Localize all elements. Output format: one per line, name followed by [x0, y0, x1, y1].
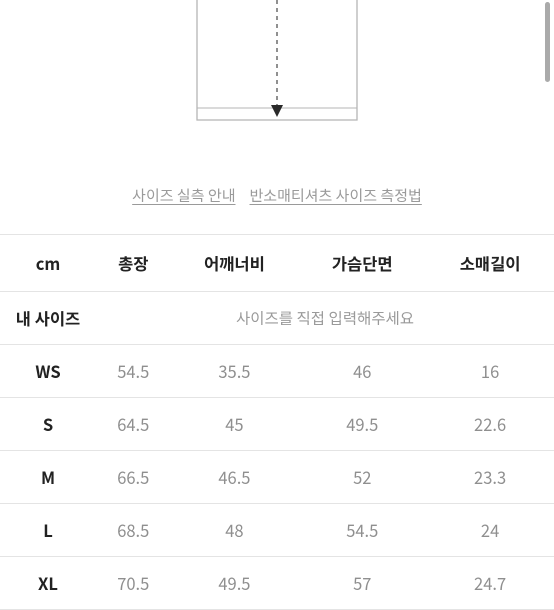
size-value: 35.5 — [171, 345, 299, 398]
size-value: 45 — [171, 398, 299, 451]
help-links: 사이즈 실측 안내 반소매티셔츠 사이즈 측정법 — [0, 165, 554, 234]
size-label: XL — [0, 557, 96, 610]
size-value: 24.7 — [426, 557, 554, 610]
table-row: WS 54.5 35.5 46 16 — [0, 345, 554, 398]
size-value: 68.5 — [96, 504, 171, 557]
size-value: 52 — [298, 451, 426, 504]
size-label: M — [0, 451, 96, 504]
col-sleeve: 소매길이 — [426, 235, 554, 292]
size-value: 49.5 — [298, 398, 426, 451]
my-size-row[interactable]: 내 사이즈 사이즈를 직접 입력해주세요 — [0, 292, 554, 345]
col-unit: cm — [0, 235, 96, 292]
table-header-row: cm 총장 어깨너비 가슴단면 소매길이 — [0, 235, 554, 292]
size-value: 46.5 — [171, 451, 299, 504]
size-value: 54.5 — [298, 504, 426, 557]
scrollbar[interactable] — [545, 2, 550, 82]
size-value: 64.5 — [96, 398, 171, 451]
table-row: XL 70.5 49.5 57 24.7 — [0, 557, 554, 610]
size-value: 46 — [298, 345, 426, 398]
size-value: 54.5 — [96, 345, 171, 398]
col-chest: 가슴단면 — [298, 235, 426, 292]
tshirt-diagram-svg — [167, 0, 387, 160]
size-value: 66.5 — [96, 451, 171, 504]
size-label: WS — [0, 345, 96, 398]
product-diagram — [0, 0, 554, 165]
table-row: L 68.5 48 54.5 24 — [0, 504, 554, 557]
size-label: L — [0, 504, 96, 557]
size-value: 22.6 — [426, 398, 554, 451]
link-how-to-measure[interactable]: 반소매티셔츠 사이즈 측정법 — [250, 185, 422, 206]
col-length: 총장 — [96, 235, 171, 292]
link-size-guide[interactable]: 사이즈 실측 안내 — [132, 185, 235, 206]
size-label: S — [0, 398, 96, 451]
size-value: 16 — [426, 345, 554, 398]
table-row: S 64.5 45 49.5 22.6 — [0, 398, 554, 451]
size-value: 24 — [426, 504, 554, 557]
size-value: 70.5 — [96, 557, 171, 610]
my-size-input-cell[interactable]: 사이즈를 직접 입력해주세요 — [96, 292, 554, 345]
col-shoulder: 어깨너비 — [171, 235, 299, 292]
table-row: M 66.5 46.5 52 23.3 — [0, 451, 554, 504]
my-size-label: 내 사이즈 — [0, 292, 96, 345]
size-value: 23.3 — [426, 451, 554, 504]
size-value: 48 — [171, 504, 299, 557]
size-value: 57 — [298, 557, 426, 610]
size-value: 49.5 — [171, 557, 299, 610]
